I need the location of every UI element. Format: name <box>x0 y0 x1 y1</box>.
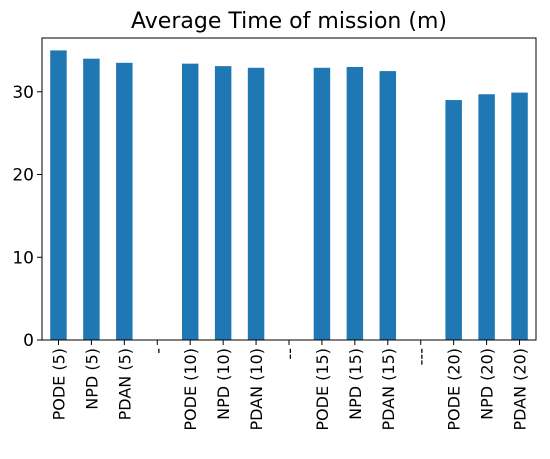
bar <box>181 63 199 341</box>
bar <box>445 100 462 340</box>
x-tick-label: PDAN (10) <box>247 348 266 431</box>
x-tick-label: NPD (20) <box>478 348 497 420</box>
x-axis: PODE (5) NPD (5) PDAN (5) - PODE (10) NPD (10… <box>49 340 530 431</box>
bar <box>379 71 397 340</box>
bar <box>50 50 67 340</box>
x-tick-label: NPD (10) <box>214 348 233 420</box>
bar <box>83 58 100 341</box>
bar <box>313 67 331 340</box>
bar <box>478 94 495 340</box>
x-tick-label: PDAN (5) <box>115 348 134 420</box>
bar <box>511 92 528 340</box>
x-tick-label: NPD (5) <box>82 348 101 410</box>
x-tick-label: PODE (5) <box>49 348 68 420</box>
x-tick-label: NPD (15) <box>346 348 365 420</box>
x-tick-label: PDAN (15) <box>379 348 398 431</box>
bar <box>214 66 232 340</box>
x-tick-label: - <box>148 348 167 354</box>
x-tick-label: PODE (15) <box>313 348 332 431</box>
y-tick-label: 10 <box>12 248 34 268</box>
bar <box>247 67 265 340</box>
bar <box>116 62 133 340</box>
x-tick-label: -- <box>280 348 299 360</box>
plot-frame <box>41 37 537 341</box>
y-tick-label: 0 <box>23 331 34 351</box>
bars-group <box>50 50 528 341</box>
x-tick-label: --- <box>412 348 431 365</box>
x-tick-label: PODE (20) <box>445 348 464 431</box>
x-tick-label: PDAN (20) <box>511 348 530 431</box>
y-tick-label: 20 <box>12 166 34 186</box>
y-axis: 0 10 20 30 <box>12 83 42 351</box>
chart-title: Average Time of mission (m) <box>131 9 447 34</box>
y-tick-label: 30 <box>12 83 34 103</box>
bar <box>346 66 364 341</box>
x-tick-label: PODE (10) <box>181 348 200 431</box>
